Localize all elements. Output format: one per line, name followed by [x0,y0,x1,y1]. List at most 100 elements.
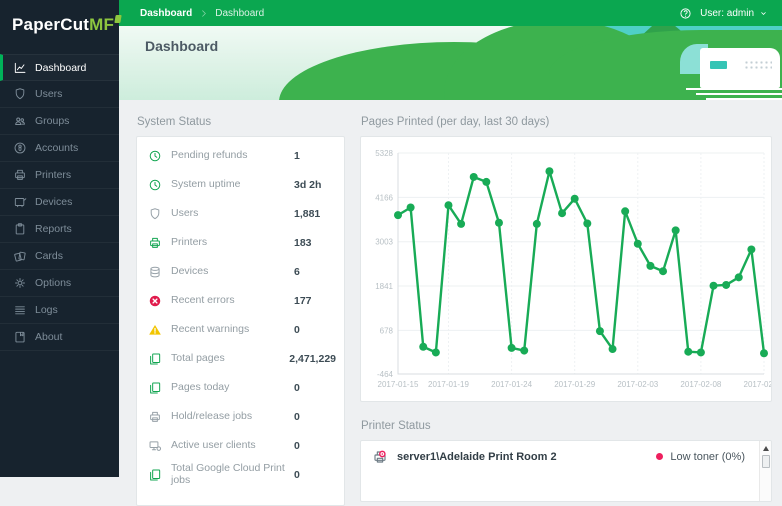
status-row-google-cloud-print-jobs: Total Google Cloud Print jobs 0 [137,460,344,489]
svg-text:3003: 3003 [375,238,393,247]
status-row-active-user-clients: Active user clients 0 [137,431,344,460]
svg-text:2017-01-15: 2017-01-15 [378,380,419,389]
status-value: 0 [294,468,300,481]
scroll-up-icon[interactable] [762,446,769,451]
sidebar-item-label: Devices [35,196,73,208]
sidebar-item-logs[interactable]: Logs [0,297,119,324]
status-value: 0 [294,323,300,336]
sidebar: PaperCutMF Dashboard Users Groups Accoun… [0,0,122,477]
status-row-total-pages: Total pages 2,471,229 [137,344,344,373]
sidebar-item-cards[interactable]: Cards [0,243,119,270]
user-shield-icon [148,207,162,221]
status-label: Active user clients [171,438,256,451]
pages-printed-card: -464 678 1841 3003 4166 5328 2017-01-15 2017-01… [360,136,772,402]
printer-icon [148,236,162,250]
printer-icon [148,410,162,424]
sidebar-item-printers[interactable]: Printers [0,162,119,189]
papercut-logo: PaperCutMF [0,0,122,48]
dashboard-icon [13,61,27,75]
status-label: Printers [171,235,208,248]
status-value: 2,471,229 [289,352,336,365]
sidebar-item-dashboard[interactable]: Dashboard [0,54,119,81]
svg-text:1841: 1841 [375,282,393,291]
chevron-right-icon [199,9,208,18]
svg-text:2017-02-13: 2017-02-13 [744,380,771,389]
sidebar-item-label: Printers [35,169,72,181]
warning-icon [148,323,162,337]
clock-icon [148,149,162,163]
system-status-card: Pending refunds 1 System uptime 3d 2h Us… [136,136,345,506]
status-row-pages-today: Pages today 0 [137,373,344,402]
pages-printed-title: Pages Printed (per day, last 30 days) [361,116,550,128]
scrollbar[interactable] [759,441,771,501]
sidebar-item-about[interactable]: About [0,324,119,351]
status-value: 0 [294,410,300,423]
printer-illustration [700,48,780,88]
breadcrumb-dashboard[interactable]: Dashboard [140,7,193,19]
status-row-users: Users 1,881 [137,199,344,228]
sidebar-item-label: About [35,331,63,343]
logs-icon [13,303,27,317]
status-label: Users [171,206,199,219]
scrollbar-thumb[interactable] [761,455,770,468]
sidebar-item-users[interactable]: Users [0,81,119,108]
breadcrumb-current-page[interactable]: Dashboard [215,7,265,19]
svg-text:5328: 5328 [375,149,393,158]
status-label: Devices [171,264,209,277]
error-icon [148,294,162,308]
sidebar-item-reports[interactable]: Reports [0,216,119,243]
sidebar-item-label: Users [35,88,63,100]
sidebar-item-options[interactable]: Options [0,270,119,297]
status-value: 6 [294,265,300,278]
status-row-hold-release-jobs: Hold/release jobs 0 [137,402,344,431]
reports-icon [13,222,27,236]
sidebar-item-label: Accounts [35,142,79,154]
logo-text-mf: MF [89,15,115,34]
status-row-recent-warnings: Recent warnings 0 [137,315,344,344]
status-value: 1,881 [294,207,321,220]
client-icon [148,439,162,453]
logo-text-papercut: PaperCut [12,15,90,34]
status-value: 0 [294,381,300,394]
help-icon[interactable] [679,7,692,20]
dashboard-content: System Status Pending refunds 1 System u… [119,100,782,506]
printer-status-text: Low toner (0%) [670,450,745,463]
svg-text:4166: 4166 [375,193,393,202]
charts-column: Pages Printed (per day, last 30 days) -4… [360,114,772,502]
devices-stack-icon [148,265,162,279]
status-row-printers: Printers 183 [137,228,344,257]
sidebar-item-label: Groups [35,115,70,127]
pages-icon [148,381,162,395]
status-row-recent-errors: Recent errors 177 [137,286,344,315]
clock-icon [148,178,162,192]
svg-text:2017-02-08: 2017-02-08 [680,380,721,389]
system-status-section: System Status Pending refunds 1 System u… [136,114,345,506]
status-row-devices: Devices 6 [137,257,344,286]
user-menu[interactable]: User: admin [679,7,768,20]
page-title: Dashboard [145,38,219,54]
groups-icon [13,114,27,128]
printers-icon [13,168,27,182]
page-banner: Dashboard [119,26,782,100]
status-label: Total Google Cloud Print jobs [171,462,285,486]
status-label: System uptime [171,177,241,190]
printer-status-row[interactable]: server1\Adelaide Print Room 2 Low toner … [361,441,771,472]
svg-text:2017-01-19: 2017-01-19 [428,380,469,389]
status-value: 177 [294,294,312,307]
accounts-icon [13,141,27,155]
users-icon [13,87,27,101]
sidebar-item-groups[interactable]: Groups [0,108,119,135]
printer-status-section: Printer Status [360,420,772,502]
status-value: 3d 2h [294,178,322,191]
status-value: 0 [294,439,300,452]
printer-alert: Low toner (0%) [656,451,745,463]
cards-icon [13,249,27,263]
sidebar-nav: Dashboard Users Groups Accounts Printers… [0,54,119,351]
sidebar-item-label: Cards [35,250,64,262]
status-label: Total pages [171,351,225,364]
status-row-system-uptime: System uptime 3d 2h [137,170,344,199]
user-label: User: admin [700,7,754,19]
sidebar-item-accounts[interactable]: Accounts [0,135,119,162]
status-row-pending-refunds: Pending refunds 1 [137,141,344,170]
sidebar-item-devices[interactable]: Devices [0,189,119,216]
